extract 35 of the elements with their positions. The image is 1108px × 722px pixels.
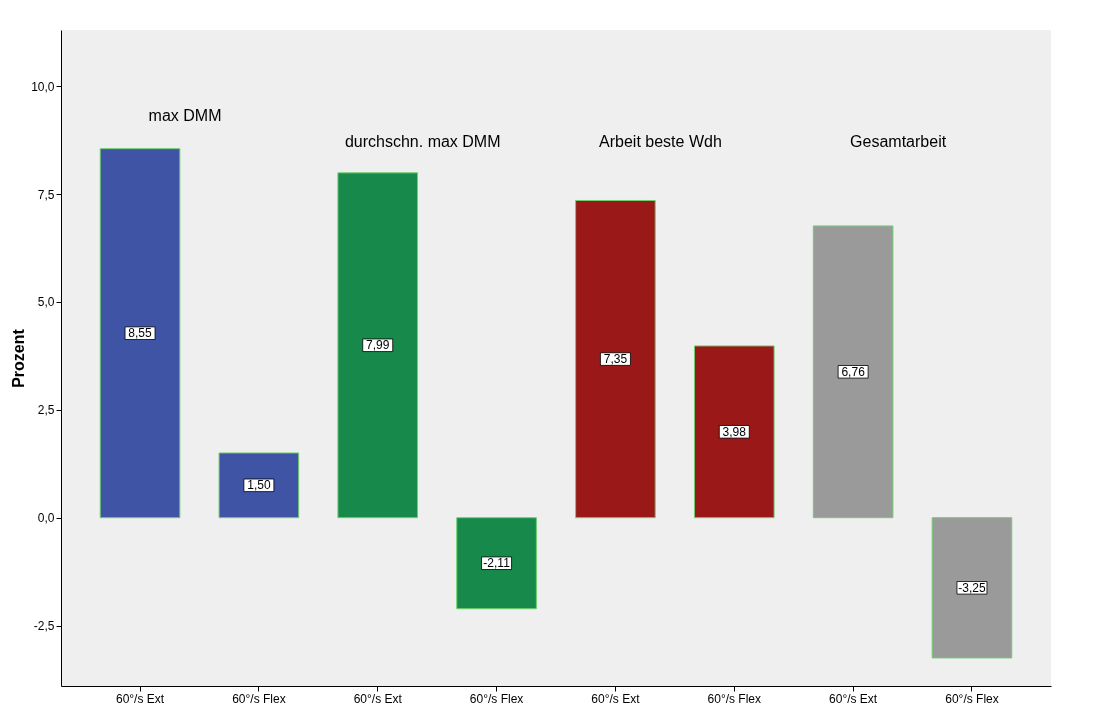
annotation: Arbeit beste Wdh: [599, 133, 722, 151]
bar: [218, 452, 300, 519]
y-axis-title: Prozent: [10, 328, 28, 388]
y-tick-label: 0,0: [37, 511, 55, 526]
data-label: -3,25: [958, 580, 986, 595]
y-tick-label: 7,5: [37, 187, 55, 202]
x-tick-label: 60°/s Ext: [829, 691, 878, 706]
annotation: Gesamtarbeit: [850, 133, 947, 151]
x-tick-label: 60°/s Flex: [945, 691, 999, 706]
bar: [456, 517, 537, 610]
x-tick-label: 60°/s Ext: [591, 691, 641, 706]
annotation: max DMM: [148, 107, 222, 125]
data-label: 6,76: [841, 364, 866, 379]
bar: [99, 148, 181, 519]
data-label: 7,99: [366, 338, 390, 353]
y-tick-label: 5,0: [37, 295, 55, 310]
y-tick-label: 2,5: [37, 403, 55, 418]
x-tick-label: 60°/s Ext: [115, 691, 165, 706]
data-label: 3,98: [722, 424, 747, 439]
annotation: durchschn. max DMM: [344, 133, 501, 151]
bar: [693, 345, 775, 519]
x-tick-label: 60°/s Ext: [353, 691, 403, 706]
x-tick-label: 60°/s Flex: [469, 691, 524, 706]
y-tick-label: -2,5: [33, 619, 55, 634]
data-label: -2,11: [483, 556, 511, 571]
bar: [931, 517, 1013, 659]
bar: [575, 199, 656, 519]
x-tick-label: 60°/s Flex: [232, 691, 286, 706]
x-tick-label: 60°/s Flex: [707, 691, 762, 706]
bar: [812, 225, 894, 519]
data-label: 8,55: [128, 326, 153, 341]
y-tick-label: 10,0: [31, 79, 55, 94]
data-label: 7,35: [603, 352, 628, 367]
data-label: 1,50: [247, 478, 271, 493]
bar: [337, 172, 419, 519]
